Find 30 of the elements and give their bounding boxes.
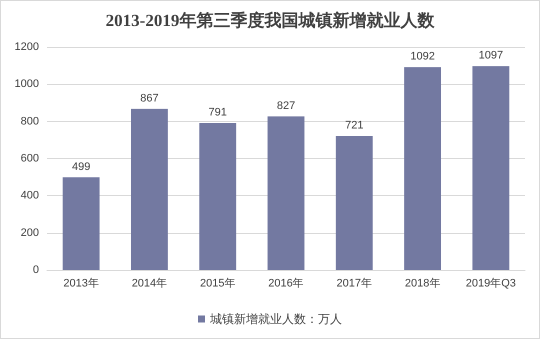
data-label: 1092 <box>410 50 435 63</box>
data-label: 827 <box>276 100 296 112</box>
x-tick-label: 2015年 <box>200 278 236 290</box>
data-label: 791 <box>208 106 227 119</box>
chart-title: 2013-2019年第三季度我国城镇新增就业人数 <box>106 11 436 30</box>
x-tick-label: 2016年 <box>268 278 304 290</box>
bar <box>336 136 373 270</box>
bar <box>404 67 442 270</box>
y-tick-label: 600 <box>20 152 39 164</box>
bar <box>130 108 168 270</box>
data-label: 499 <box>72 160 90 173</box>
x-tick-label: 2019年Q3 <box>466 278 516 290</box>
y-tick-label: 1200 <box>14 41 39 53</box>
x-tick-label: 2013年 <box>63 278 99 290</box>
bar <box>472 66 510 270</box>
x-tick-label: 2017年 <box>336 278 372 290</box>
data-label: 1097 <box>478 50 504 62</box>
data-label: 867 <box>140 92 159 104</box>
y-tick-label: 800 <box>20 115 39 128</box>
y-tick-label: 200 <box>20 226 39 239</box>
y-tick-label: 0 <box>32 264 39 276</box>
x-tick-label: 2014年 <box>132 278 168 290</box>
x-tick-label: 2018年 <box>404 278 440 290</box>
y-tick-label: 400 <box>20 190 39 202</box>
legend-label: 城镇新增就业人数：万人 <box>209 312 342 326</box>
y-tick-label: 1000 <box>14 78 39 90</box>
bar <box>268 116 304 270</box>
data-label: 721 <box>345 120 364 132</box>
bar <box>199 123 236 270</box>
bar <box>62 177 100 270</box>
